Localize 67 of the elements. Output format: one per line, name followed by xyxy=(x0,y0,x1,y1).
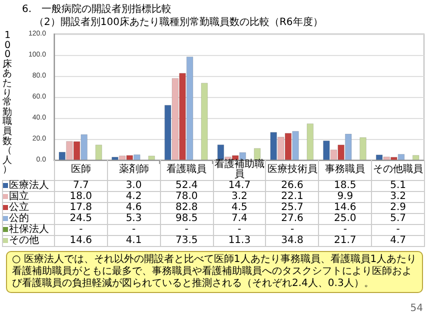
data-label: 82.8 xyxy=(160,202,214,214)
text: 54 xyxy=(410,303,423,314)
x-tick-label: 看護職員 xyxy=(160,160,214,180)
x-tick-label: その他職員 xyxy=(372,160,424,180)
data-label: 5.7 xyxy=(372,213,424,224)
bar xyxy=(412,155,420,160)
text: 100床あたり常勤職員数（人） xyxy=(2,30,12,176)
data-label: 4.5 xyxy=(213,202,266,214)
data-label: 7.7 xyxy=(54,180,108,192)
text: ○ 医療法人では、それ以外の開設者と比べて医師1人あたり事務職員、看護職員1人あたり看護補助職員がともに最多で、事務職員や看護補助職員へのタスクシフトにより医師および看護職員の負担軽減が図られていると推測される（それぞれ2.4人、0.3人）。 xyxy=(6,251,423,293)
data-label: 98.5 xyxy=(160,213,214,224)
data-label: 14.7 xyxy=(213,180,266,192)
data-label: 5.1 xyxy=(372,180,424,192)
text: - xyxy=(396,224,400,235)
text: - xyxy=(290,224,294,235)
legend-label: 医療法人 xyxy=(2,180,54,192)
text: - xyxy=(238,224,242,235)
data-label: 78.0 xyxy=(160,191,214,202)
legend-label: その他 xyxy=(2,235,54,246)
x-tick-label: 医師 xyxy=(54,160,108,180)
data-label: 4.6 xyxy=(107,202,160,214)
data-label: 25.0 xyxy=(318,213,372,224)
bar xyxy=(201,82,208,160)
data-label: 14.6 xyxy=(54,235,108,246)
data-label: 3.0 xyxy=(107,180,160,192)
data-label: 24.5 xyxy=(54,213,108,224)
data-label: 21.7 xyxy=(318,235,372,246)
legend-label: 公立 xyxy=(2,202,54,214)
data-label: 27.6 xyxy=(266,213,319,224)
chart-subtitle: （2）開設者別100床あたり職種別常勤職員数の比較（R6年度） xyxy=(33,16,323,29)
data-label: 7.4 xyxy=(213,213,266,224)
text: - xyxy=(184,224,188,235)
legend-label: 公的 xyxy=(2,213,54,224)
data-label: 11.3 xyxy=(213,235,266,246)
data-label: 4.7 xyxy=(372,235,424,246)
data-label: 25.7 xyxy=(266,202,319,214)
text: - xyxy=(132,224,136,235)
data-label: 73.5 xyxy=(160,235,214,246)
bar xyxy=(360,137,366,160)
x-tick-label: 医療技術員 xyxy=(266,160,319,180)
x-tick-label: 薬剤師 xyxy=(107,160,160,180)
text: - xyxy=(343,224,347,235)
x-tick-label: 看護補助職員 xyxy=(213,159,266,180)
data-label: 2.9 xyxy=(372,202,424,214)
data-label: 5.3 xyxy=(107,213,160,224)
data-label: 4.1 xyxy=(107,235,160,246)
data-label: 14.6 xyxy=(318,202,372,214)
data-label: 4.2 xyxy=(107,191,160,202)
data-label: 18.0 xyxy=(54,191,108,202)
data-label: 3.2 xyxy=(372,191,424,202)
x-tick-label: 事務職員 xyxy=(318,160,372,180)
bar xyxy=(95,144,102,160)
data-label: 17.8 xyxy=(54,202,108,214)
data-label: 3.2 xyxy=(213,191,266,202)
chart-title: 6. 一般病院の開設者別指標比較 xyxy=(22,3,173,16)
data-label: 9.9 xyxy=(318,191,372,202)
bar xyxy=(306,123,314,160)
data-label: 18.5 xyxy=(318,180,372,192)
legend-label: 国立 xyxy=(2,191,54,202)
legend-label: 社保法人 xyxy=(2,224,54,236)
data-label: 26.6 xyxy=(266,180,319,192)
data-label: 22.1 xyxy=(266,191,319,202)
bar xyxy=(148,156,155,160)
bar xyxy=(254,148,261,160)
data-label: 52.4 xyxy=(160,180,214,192)
text: - xyxy=(79,224,83,235)
data-label: 34.8 xyxy=(266,235,319,246)
